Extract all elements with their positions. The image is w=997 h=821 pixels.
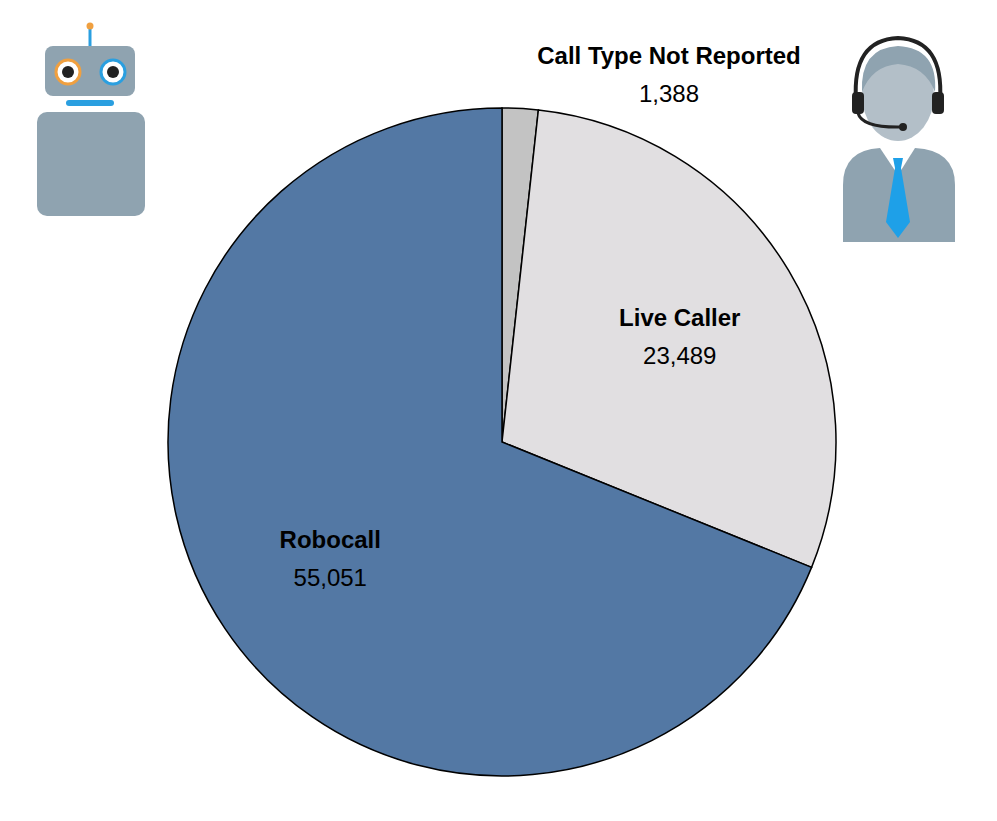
svg-text:Live Caller: Live Caller xyxy=(619,304,740,331)
svg-text:Call Type Not Reported: Call Type Not Reported xyxy=(537,42,801,69)
svg-text:55,051: 55,051 xyxy=(294,564,367,591)
svg-text:Robocall: Robocall xyxy=(280,526,381,553)
svg-text:23,489: 23,489 xyxy=(643,342,716,369)
svg-text:1,388: 1,388 xyxy=(639,80,699,107)
